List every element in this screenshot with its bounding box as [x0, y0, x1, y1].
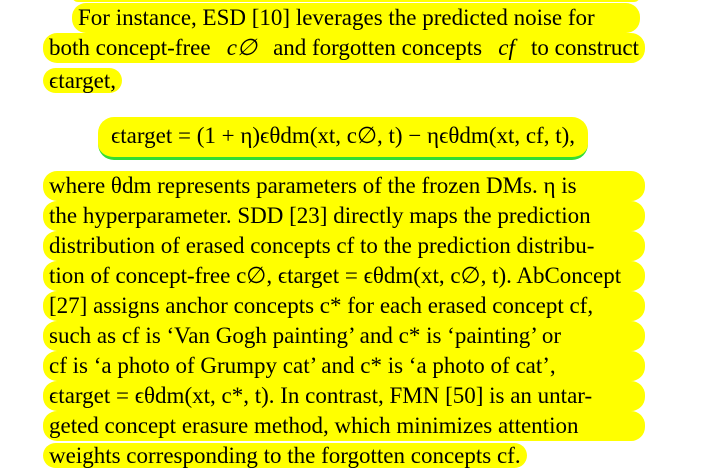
paragraph2-line5: [27] assigns anchor concepts c* for each…: [43, 291, 645, 321]
paragraph1-line2: both concept-free c∅ and forgotten conce…: [43, 33, 645, 63]
paragraph2-line4: tion of concept-free c∅, ϵtarget = ϵθdm(…: [43, 261, 645, 291]
paragraph2-line3: distribution of erased concepts cf to th…: [43, 231, 645, 261]
paragraph2-line1: where θdm represents parameters of the f…: [43, 171, 645, 201]
paragraph2-line2: the hyperparameter. SDD [23] directly ma…: [43, 201, 645, 231]
paragraph2-line7: cf is ‘a photo of Grumpy cat’ and c* is …: [43, 351, 645, 381]
highlight-fragment: [72, 0, 640, 2]
paragraph2-line8: ϵtarget = ϵθdm(xt, c*, t). In contrast, …: [43, 381, 645, 411]
paragraph1-line3: ϵtarget,: [43, 66, 123, 96]
equation: ϵtarget = (1 + η)ϵθdm(xt, c∅, t) − ηϵθdm…: [98, 117, 588, 160]
paragraph2-line9: geted concept erasure method, which mini…: [43, 411, 645, 441]
paragraph2-line6: such as cf is ‘Van Gogh painting’ and c*…: [43, 321, 645, 351]
paragraph1-line1: For instance, ESD [10] leverages the pre…: [72, 3, 640, 33]
paragraph2-line10: weights corresponding to the forgotten c…: [43, 441, 527, 471]
